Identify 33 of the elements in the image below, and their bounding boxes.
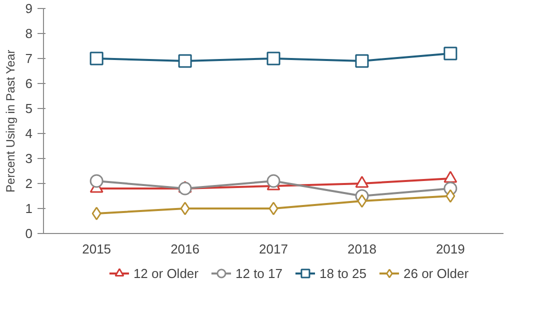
point: [357, 194, 367, 208]
x-tick-label: 2019: [436, 242, 465, 256]
y-tick-label: 0: [25, 226, 33, 241]
y-tick-label: 9: [25, 1, 33, 16]
legend-label: 26 or Older: [404, 266, 469, 280]
y-tick-label: 2: [25, 176, 33, 191]
x-tick-label: 2016: [170, 242, 200, 256]
point: [446, 189, 456, 203]
point: [266, 52, 280, 66]
point: [355, 54, 369, 68]
y-tick-label: 6: [25, 76, 33, 91]
x-tick-label: 2018: [348, 242, 376, 256]
y-tick-label: 1: [25, 201, 33, 216]
y-axis-title: Percent Using in Past Year: [3, 50, 18, 192]
point: [266, 174, 280, 188]
x-tick-label: 2017: [259, 242, 288, 256]
point: [444, 46, 458, 60]
y-tick-label: 3: [25, 151, 33, 166]
point: [178, 182, 192, 196]
legend-label: 12 or Older: [133, 266, 198, 280]
point: [180, 202, 190, 216]
point: [92, 206, 102, 220]
y-tick-label: 4: [25, 126, 33, 141]
y-tick-label: 5: [25, 101, 33, 116]
y-tick-label: 8: [25, 26, 33, 41]
legend-label: 18 to 25: [320, 266, 366, 280]
point: [90, 52, 104, 66]
point: [268, 202, 278, 216]
legend-label: 12 to 17: [236, 266, 282, 280]
point: [178, 54, 192, 68]
x-tick-label: 2015: [82, 242, 112, 256]
point: [90, 174, 104, 188]
y-tick-label: 7: [25, 51, 33, 66]
